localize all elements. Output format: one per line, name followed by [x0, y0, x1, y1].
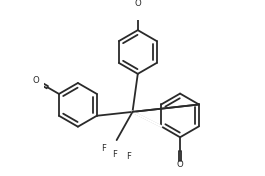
Text: O: O [32, 76, 39, 85]
Text: F: F [127, 152, 131, 162]
Text: O: O [177, 160, 183, 169]
Text: O: O [134, 0, 141, 8]
Text: F: F [101, 144, 106, 153]
Text: F: F [112, 150, 117, 159]
